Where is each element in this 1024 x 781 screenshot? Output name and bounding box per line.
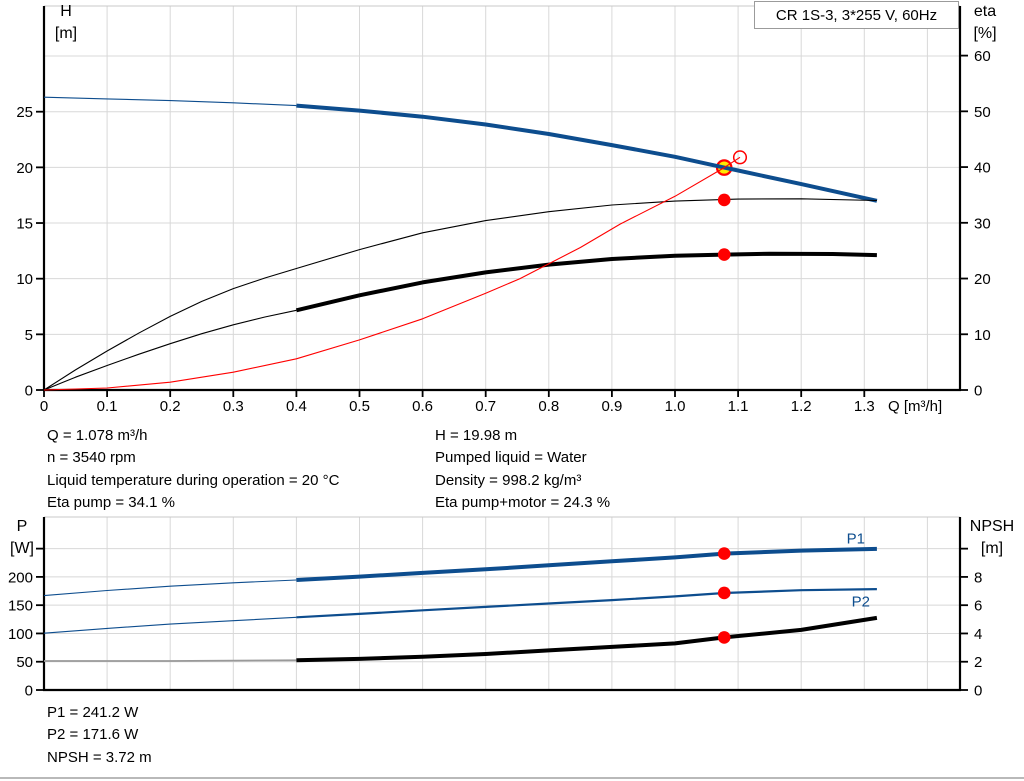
p2-series-label: P2 <box>852 593 870 610</box>
p1-series-label: P1 <box>847 531 865 548</box>
info-p1: P1 = 241.2 W <box>47 704 139 721</box>
axis-tick-label: 10 <box>974 327 991 344</box>
npsh-curve-ext <box>44 659 297 662</box>
info-pumped-liquid: Pumped liquid = Water <box>435 449 587 467</box>
axis-tick-label: 0 <box>25 683 33 700</box>
axis-tick-label: 200 <box>8 569 33 586</box>
info-q: Q = 1.078 m³/h <box>47 427 148 444</box>
npsh-point <box>717 631 731 644</box>
axis-tick-label: 30 <box>974 215 991 232</box>
p1-point <box>717 547 731 560</box>
axis-tick-label: 0.2 <box>160 398 181 415</box>
axis-tick-label: 8 <box>974 569 982 586</box>
p2-curve-ext <box>43 616 297 634</box>
h-curve <box>296 103 878 203</box>
axis-tick-label: 0.4 <box>286 398 307 415</box>
eta-pump-motor-ext <box>43 309 297 391</box>
axis-tick-label: 0 <box>974 383 982 400</box>
info-head: H = 19.98 m <box>435 427 518 444</box>
axis-tick-label: 50 <box>16 654 33 671</box>
bottom-divider <box>0 777 1024 779</box>
hq-eta-chart-group: 0 5 10 15 20 25 0 10 20 30 40 50 60 0 0.1 0.2 0.3 0.4 0.5 0… <box>16 3 996 415</box>
right-axis-name: NPSH <box>970 518 1014 535</box>
axis-tick-label: 20 <box>974 271 991 288</box>
left-axis-name: [m] <box>55 25 77 42</box>
info-p2: P2 = 171.6 W <box>47 726 139 744</box>
left-axis-name: H <box>60 3 72 20</box>
axis-tick-label: 0.3 <box>223 398 244 415</box>
left-axis-name: P <box>17 518 28 535</box>
axis-tick-label: 0.8 <box>538 398 559 415</box>
axis-tick-label: 0.5 <box>349 398 370 415</box>
duty-info-right: H = 19.98 m Pumped liquid = Water Densit… <box>435 425 610 514</box>
axis-tick-label: 1.3 <box>854 398 875 415</box>
p1-curve <box>296 546 877 582</box>
pump-model-label: CR 1S-3, 3*255 V, 60Hz <box>775 6 938 24</box>
axis-tick-label: 60 <box>974 48 991 65</box>
h-curve-ext <box>43 96 297 107</box>
axis-tick-label: 150 <box>8 598 33 615</box>
axis-tick-label: 25 <box>16 104 33 121</box>
info-speed: n = 3540 rpm <box>47 449 136 467</box>
axis-tick-label: 5 <box>25 327 33 344</box>
info-eta-pump: Eta pump = 34.1 % <box>47 493 175 511</box>
axis-tick-label: 0 <box>40 398 48 415</box>
axis-tick-label: 6 <box>974 598 982 615</box>
axis-tick-label: 20 <box>16 160 33 177</box>
axis-tick-label: 40 <box>974 160 991 177</box>
p1-curve-ext <box>43 579 297 597</box>
power-info: P1 = 241.2 W P2 = 171.6 W NPSH = 3.72 m <box>47 702 152 769</box>
system-curve <box>43 156 741 391</box>
info-density: Density = 998.2 kg/m³ <box>435 471 582 489</box>
axis-tick-label: 1.2 <box>791 398 812 415</box>
right-axis-name: [m] <box>981 540 1003 557</box>
left-axis-name: [W] <box>10 540 34 557</box>
axis-tick-label: 0.1 <box>97 398 118 415</box>
eta-pump-curve <box>43 198 877 391</box>
axis-tick-label: 10 <box>16 271 33 288</box>
right-axis-name: [%] <box>973 25 996 42</box>
info-liquid-temp: Liquid temperature during operation = 20… <box>47 471 340 489</box>
axis-tick-label: 1.0 <box>665 398 686 415</box>
axis-tick-label: 0.7 <box>475 398 496 415</box>
pump-model-box: CR 1S-3, 3*255 V, 60Hz <box>754 1 959 29</box>
eta-pump-motor-curve <box>295 251 877 313</box>
eta-pump-motor-point <box>717 248 731 261</box>
axis-tick-label: 2 <box>974 654 982 671</box>
p2-curve <box>296 588 877 619</box>
axis-tick-label: 1.1 <box>728 398 749 415</box>
eta-pump-point <box>717 193 731 207</box>
duty-info-left: Q = 1.078 m³/h n = 3540 rpm Liquid tempe… <box>47 425 339 514</box>
system-curve-end-ring <box>732 150 748 165</box>
axis-tick-label: 0.6 <box>412 398 433 415</box>
axis-tick-label: 0 <box>25 383 33 400</box>
axis-tick-label: 15 <box>16 216 33 233</box>
axis-tick-label: 0 <box>974 683 982 700</box>
axis-tick-label: 0.9 <box>601 398 622 415</box>
right-axis-name: eta <box>974 3 996 20</box>
power-npsh-chart-group: 0 50 100 150 200 0 2 4 6 8 P [W] NPSH [m] P1 P2 <box>8 516 1014 700</box>
axis-tick-label: 100 <box>8 626 33 643</box>
p2-point <box>717 586 731 600</box>
x-axis-label: Q [m³/h] <box>888 398 942 415</box>
axis-tick-label: 50 <box>974 104 991 121</box>
info-eta-pump-motor: Eta pump+motor = 24.3 % <box>435 493 611 511</box>
info-npsh: NPSH = 3.72 m <box>47 748 152 766</box>
npsh-curve <box>296 615 878 663</box>
axis-tick-label: 4 <box>974 626 982 643</box>
